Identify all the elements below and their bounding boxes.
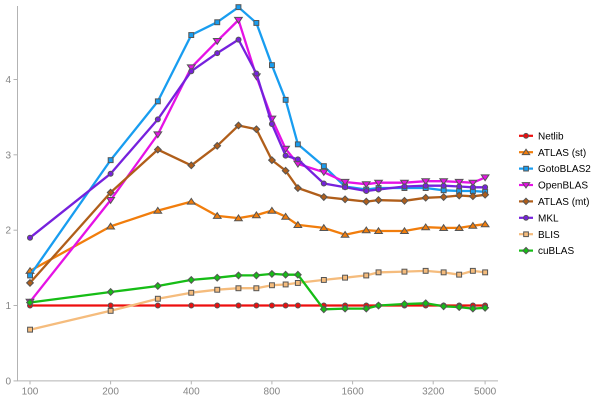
svg-text:1: 1 — [5, 301, 11, 312]
svg-text:200: 200 — [102, 387, 119, 398]
svg-text:cuBLAS: cuBLAS — [538, 246, 574, 257]
svg-text:MKL: MKL — [538, 213, 559, 224]
svg-text:2: 2 — [5, 226, 11, 237]
svg-text:800: 800 — [264, 387, 281, 398]
svg-text:5000: 5000 — [474, 387, 497, 398]
svg-text:3200: 3200 — [422, 387, 445, 398]
svg-text:3: 3 — [5, 150, 11, 161]
svg-text:ATLAS (st): ATLAS (st) — [538, 148, 586, 159]
svg-text:GotoBLAS2: GotoBLAS2 — [538, 164, 591, 175]
svg-text:Netlib: Netlib — [538, 131, 564, 142]
svg-text:0: 0 — [5, 376, 11, 387]
svg-text:ATLAS (mt): ATLAS (mt) — [538, 197, 589, 208]
svg-text:400: 400 — [183, 387, 200, 398]
svg-text:BLIS: BLIS — [538, 230, 560, 241]
svg-text:100: 100 — [22, 387, 39, 398]
svg-text:4: 4 — [5, 75, 11, 86]
svg-text:OpenBLAS: OpenBLAS — [538, 181, 588, 192]
svg-text:1600: 1600 — [341, 387, 364, 398]
